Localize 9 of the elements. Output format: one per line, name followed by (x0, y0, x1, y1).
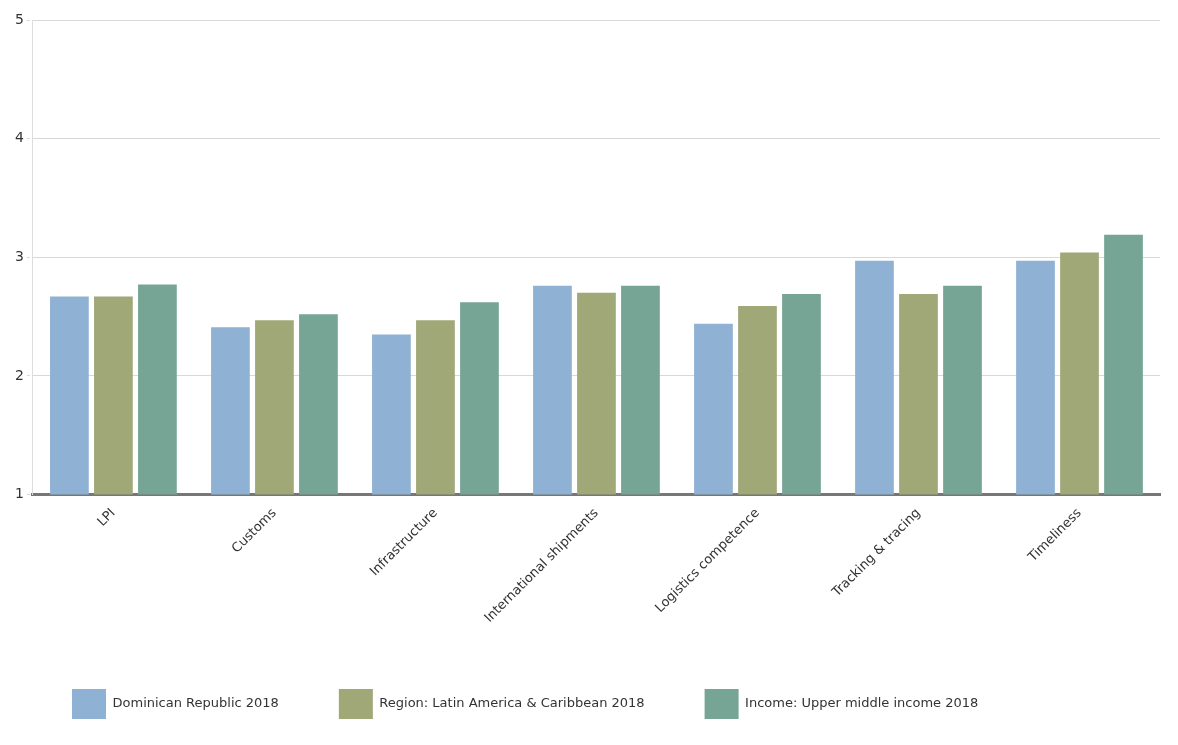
legend-label: Dominican Republic 2018 (112, 695, 279, 711)
y-tick-label: 2 (14, 366, 24, 383)
y-tick-label: 1 (14, 485, 24, 502)
y-tick-label: 4 (14, 129, 24, 146)
legend-label: Region: Latin America & Caribbean 2018 (379, 695, 645, 711)
legend-label: Income: Upper middle income 2018 (745, 695, 979, 711)
y-tick-label: 5 (14, 10, 24, 27)
x-tick-label: LPI (93, 504, 118, 529)
y-tick-label: 3 (14, 247, 24, 264)
